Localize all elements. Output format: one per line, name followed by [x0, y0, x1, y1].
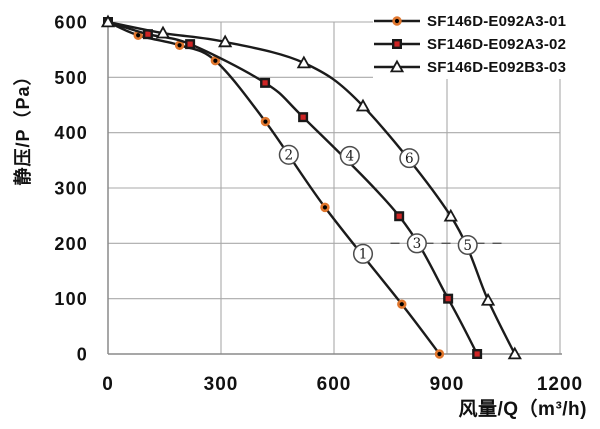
y-tick-label: 200	[54, 234, 88, 254]
curve-line	[106, 20, 516, 356]
annotation-digit: 6	[405, 151, 414, 167]
circle-marker	[210, 56, 221, 66]
legend-item: SF146D-E092B3-03	[373, 57, 595, 77]
x-tick-label: 900	[430, 374, 465, 395]
circle-marker	[320, 202, 330, 213]
triangle-marker	[155, 25, 171, 39]
square-marker	[185, 39, 196, 50]
triangle-marker	[443, 208, 458, 222]
legend-item-label: SF146D-E092B3-03	[427, 58, 567, 76]
circle-marker	[434, 349, 445, 359]
legend-line-square-marker-icon	[374, 38, 420, 49]
annotation-ring	[339, 145, 360, 166]
triangle-marker	[389, 59, 405, 73]
circle-marker	[397, 299, 407, 309]
legend-line-triangle-marker-icon	[374, 59, 420, 73]
y-tick-label: 600	[54, 13, 88, 33]
circle-marker	[260, 116, 271, 127]
annotation-digit: 1	[359, 247, 368, 263]
x-tick-label: 600	[317, 374, 352, 395]
x-axis-title: 风量/Q（m³/h)	[458, 399, 587, 420]
x-tick-label: 0	[102, 374, 114, 395]
y-tick-label: 400	[54, 123, 88, 143]
square-marker	[298, 112, 309, 123]
annotation-circle-3: 3	[406, 233, 427, 254]
square-marker	[392, 38, 403, 49]
triangle-marker	[507, 346, 522, 360]
annotation-circle-6: 6	[399, 148, 420, 169]
triangle-marker	[100, 14, 116, 28]
triangle-marker	[355, 98, 371, 112]
y-tick-label: 500	[54, 68, 88, 88]
curve-SF146D-E092B3-03	[100, 14, 522, 360]
annotation-circle-2: 2	[278, 144, 299, 165]
annotation-ring	[399, 148, 420, 169]
triangle-marker	[296, 55, 312, 69]
annotation-digit: 2	[285, 148, 294, 164]
triangle-marker	[218, 34, 233, 48]
x-tick-label: 1200	[537, 374, 583, 395]
annotation-digit: 4	[346, 149, 355, 165]
circle-marker	[174, 40, 185, 50]
legend: SF146D-E092A3-01 SF146D-E092A3-02 SF146D…	[373, 9, 595, 79]
y-tick-label: 100	[54, 289, 88, 309]
annotation-ring	[278, 144, 299, 165]
legend-item: SF146D-E092A3-02	[373, 34, 595, 54]
square-marker	[394, 211, 405, 222]
square-marker	[472, 349, 483, 360]
annotation-ring	[457, 234, 478, 256]
legend-line-circle-marker-icon	[374, 16, 420, 26]
annotation-ring	[406, 233, 427, 254]
annotation-digit: 5	[463, 238, 472, 254]
annotation-digit: 3	[413, 236, 422, 252]
square-marker	[443, 293, 454, 304]
triangle-marker	[480, 292, 496, 306]
y-axis-title: 静压/P（Pa）	[13, 66, 33, 186]
y-tick-label: 0	[77, 345, 88, 365]
legend-item-label: SF146D-E092A3-02	[427, 35, 567, 53]
x-tick-label: 300	[204, 374, 239, 395]
square-marker	[260, 77, 271, 88]
legend-item-label: SF146D-E092A3-01	[427, 12, 567, 30]
annotation-circle-4: 4	[339, 145, 360, 166]
circle-marker	[392, 16, 402, 26]
legend-item: SF146D-E092A3-01	[373, 11, 595, 31]
annotation-ring	[352, 243, 374, 264]
annotation-circle-1: 1	[352, 243, 374, 264]
y-tick-label: 300	[54, 179, 88, 199]
annotation-circle-5: 5	[457, 234, 478, 256]
